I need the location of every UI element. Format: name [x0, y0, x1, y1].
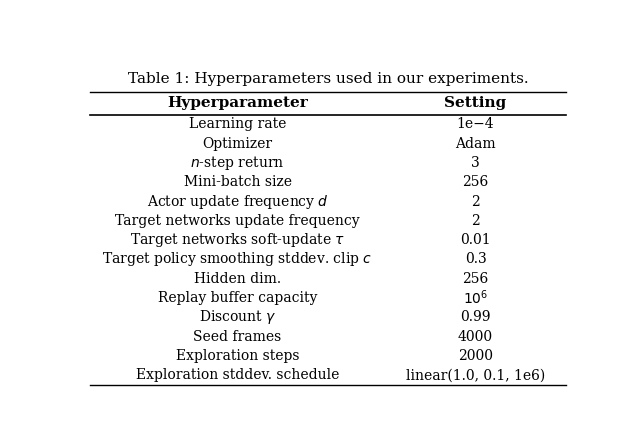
- Text: Optimizer: Optimizer: [202, 137, 273, 151]
- Text: Target networks soft-update $\tau$: Target networks soft-update $\tau$: [130, 231, 345, 249]
- Text: $n$-step return: $n$-step return: [190, 154, 285, 172]
- Text: 2000: 2000: [458, 349, 493, 363]
- Text: Target networks update frequency: Target networks update frequency: [115, 214, 360, 228]
- Text: 2: 2: [471, 214, 480, 228]
- Text: Actor update frequency $d$: Actor update frequency $d$: [147, 193, 328, 211]
- Text: Learning rate: Learning rate: [189, 117, 286, 132]
- Text: Mini-batch size: Mini-batch size: [184, 175, 292, 189]
- Text: Hyperparameter: Hyperparameter: [167, 96, 308, 110]
- Text: Replay buffer capacity: Replay buffer capacity: [158, 291, 317, 305]
- Text: Hidden dim.: Hidden dim.: [194, 272, 281, 286]
- Text: 256: 256: [463, 272, 489, 286]
- Text: 0.01: 0.01: [460, 233, 491, 247]
- Text: Seed frames: Seed frames: [193, 330, 282, 344]
- Text: Exploration stddev. schedule: Exploration stddev. schedule: [136, 368, 339, 382]
- Text: Exploration steps: Exploration steps: [176, 349, 300, 363]
- Text: 3: 3: [471, 156, 480, 170]
- Text: 0.3: 0.3: [465, 253, 486, 267]
- Text: $10^6$: $10^6$: [463, 289, 488, 307]
- Text: Table 1: Hyperparameters used in our experiments.: Table 1: Hyperparameters used in our exp…: [128, 72, 528, 86]
- Text: 2: 2: [471, 194, 480, 209]
- Text: 1e−4: 1e−4: [457, 117, 495, 132]
- Text: Discount $\gamma$: Discount $\gamma$: [199, 308, 276, 326]
- Text: Target policy smoothing stddev. clip $c$: Target policy smoothing stddev. clip $c$: [102, 250, 372, 268]
- Text: 4000: 4000: [458, 330, 493, 344]
- Text: Adam: Adam: [455, 137, 496, 151]
- Text: 256: 256: [463, 175, 489, 189]
- Text: linear(1.0, 0.1, 1e6): linear(1.0, 0.1, 1e6): [406, 368, 545, 382]
- Text: Setting: Setting: [445, 96, 507, 110]
- Text: 0.99: 0.99: [460, 310, 491, 324]
